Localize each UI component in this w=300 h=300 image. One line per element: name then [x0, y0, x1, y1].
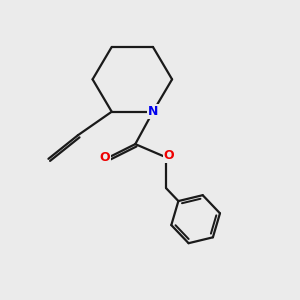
- Text: O: O: [164, 149, 175, 162]
- Text: N: N: [148, 105, 158, 118]
- Text: O: O: [99, 151, 110, 164]
